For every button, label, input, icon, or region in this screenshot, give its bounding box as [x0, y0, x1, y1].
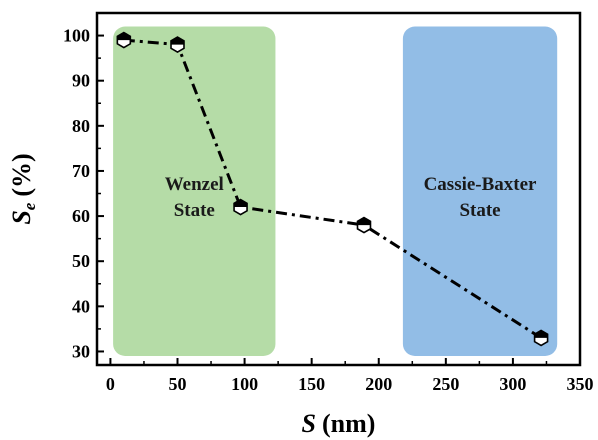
data-point [170, 36, 185, 54]
state-region-label-line: Cassie-Baxter [424, 174, 537, 195]
data-point-top [117, 32, 131, 44]
state-region-label-1: Cassie-Baxter State [424, 174, 537, 221]
data-point-outline [170, 36, 185, 54]
x-tick-label: 0 [106, 374, 115, 394]
data-point-top [234, 199, 248, 211]
state-region-label-0: Wenzel State [165, 174, 224, 221]
x-tick-label: 100 [231, 374, 258, 394]
series-layer [116, 31, 549, 347]
y-tick-label: 60 [72, 206, 90, 226]
x-tick-label: 350 [567, 374, 594, 394]
state-region-label-line: State [459, 200, 500, 221]
y-tick-label: 40 [72, 296, 90, 316]
y-axis-label: Se (%) [7, 153, 39, 224]
x-tick-label: 50 [169, 374, 187, 394]
data-point-top [171, 37, 184, 49]
y-tick-label: 70 [72, 161, 90, 181]
x-axis-label-unit: (nm) [322, 409, 375, 438]
data-point [116, 31, 132, 49]
state-region-label-line: Wenzel [165, 174, 224, 195]
x-axis-label-main: S [302, 409, 316, 438]
data-point-outline [356, 216, 372, 234]
x-axis-label: S (nm) [302, 409, 376, 438]
y-tick-label: 100 [63, 26, 90, 46]
y-tick-label: 30 [72, 341, 90, 361]
x-tick-label: 200 [365, 374, 392, 394]
x-tick-label: 150 [298, 374, 325, 394]
state-regions: Wenzel State Cassie-Baxter State [113, 26, 558, 356]
data-point [233, 198, 248, 216]
state-region-label-line: State [174, 200, 215, 221]
data-point [356, 216, 372, 234]
y-tick-label: 50 [72, 251, 90, 271]
y-tick-label: 80 [72, 116, 90, 136]
y-axis-label-sub: e [20, 202, 39, 210]
plot-frame [95, 11, 582, 367]
y-axis-label-unit: (%) [7, 153, 36, 196]
data-point-top [534, 330, 548, 342]
y-axis-ticks: 30 40 50 60 70 80 90 100 [63, 26, 104, 361]
data-point-outline [533, 329, 549, 347]
data-point-outline [233, 198, 248, 216]
x-tick-label: 300 [499, 374, 526, 394]
state-region-0 [113, 26, 276, 356]
y-tick-label: 90 [72, 71, 90, 91]
y-axis-label-main: S [7, 210, 36, 224]
data-point-top [357, 217, 371, 229]
data-point [533, 329, 549, 347]
x-axis-ticks: 0 50 100 150 200 250 300 350 [106, 358, 594, 394]
state-region-1 [402, 26, 558, 356]
data-point-outline [116, 31, 132, 49]
x-tick-label: 250 [432, 374, 459, 394]
